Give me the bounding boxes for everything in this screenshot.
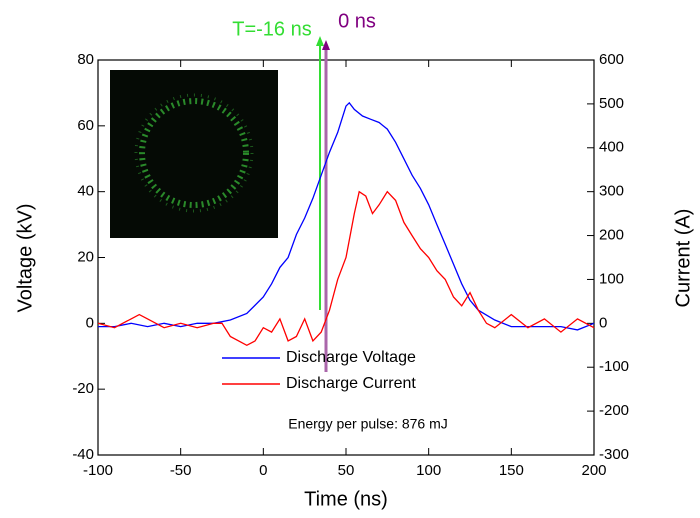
inset-image xyxy=(110,70,278,238)
y2-tick-label: -100 xyxy=(599,358,629,375)
annotation: Energy per pulse: 876 mJ xyxy=(288,416,448,432)
y2-tick-label: 100 xyxy=(599,270,624,287)
y2-tick-label: 300 xyxy=(599,183,624,200)
legend-label: Discharge Current xyxy=(286,375,416,392)
x-tick-label: -50 xyxy=(170,462,192,479)
y-tick-label: 0 xyxy=(86,314,94,331)
y2-axis-label: Current (A) xyxy=(672,209,694,308)
y-tick-label: -40 xyxy=(72,446,94,463)
x-tick-label: 150 xyxy=(499,462,524,479)
y-tick-label: 60 xyxy=(77,117,94,134)
y-tick-label: 20 xyxy=(77,248,94,265)
y2-tick-label: -200 xyxy=(599,402,629,419)
y-tick-label: 80 xyxy=(77,51,94,68)
y2-tick-label: 600 xyxy=(599,51,624,68)
y-axis-label: Voltage (kV) xyxy=(14,204,36,313)
x-tick-label: -100 xyxy=(83,462,113,479)
y2-tick-label: 500 xyxy=(599,95,624,112)
legend-label: Discharge Voltage xyxy=(286,349,416,366)
y-tick-label: 40 xyxy=(77,183,94,200)
x-tick-label: 200 xyxy=(581,462,606,479)
annotation: T=-16 ns xyxy=(232,18,311,40)
y2-tick-label: 400 xyxy=(599,139,624,156)
y2-tick-label: 0 xyxy=(599,314,607,331)
annotation: 0 ns xyxy=(338,10,376,32)
x-tick-label: 50 xyxy=(338,462,355,479)
series-line xyxy=(98,101,595,331)
series-line xyxy=(97,190,595,347)
y-tick-label: -20 xyxy=(72,380,94,397)
y2-tick-label: 200 xyxy=(599,227,624,244)
annotation-arrows xyxy=(316,36,330,372)
x-tick-label: 100 xyxy=(416,462,441,479)
y2-tick-label: -300 xyxy=(599,446,629,463)
x-axis-label: Time (ns) xyxy=(304,488,388,510)
x-tick-label: 0 xyxy=(259,462,267,479)
